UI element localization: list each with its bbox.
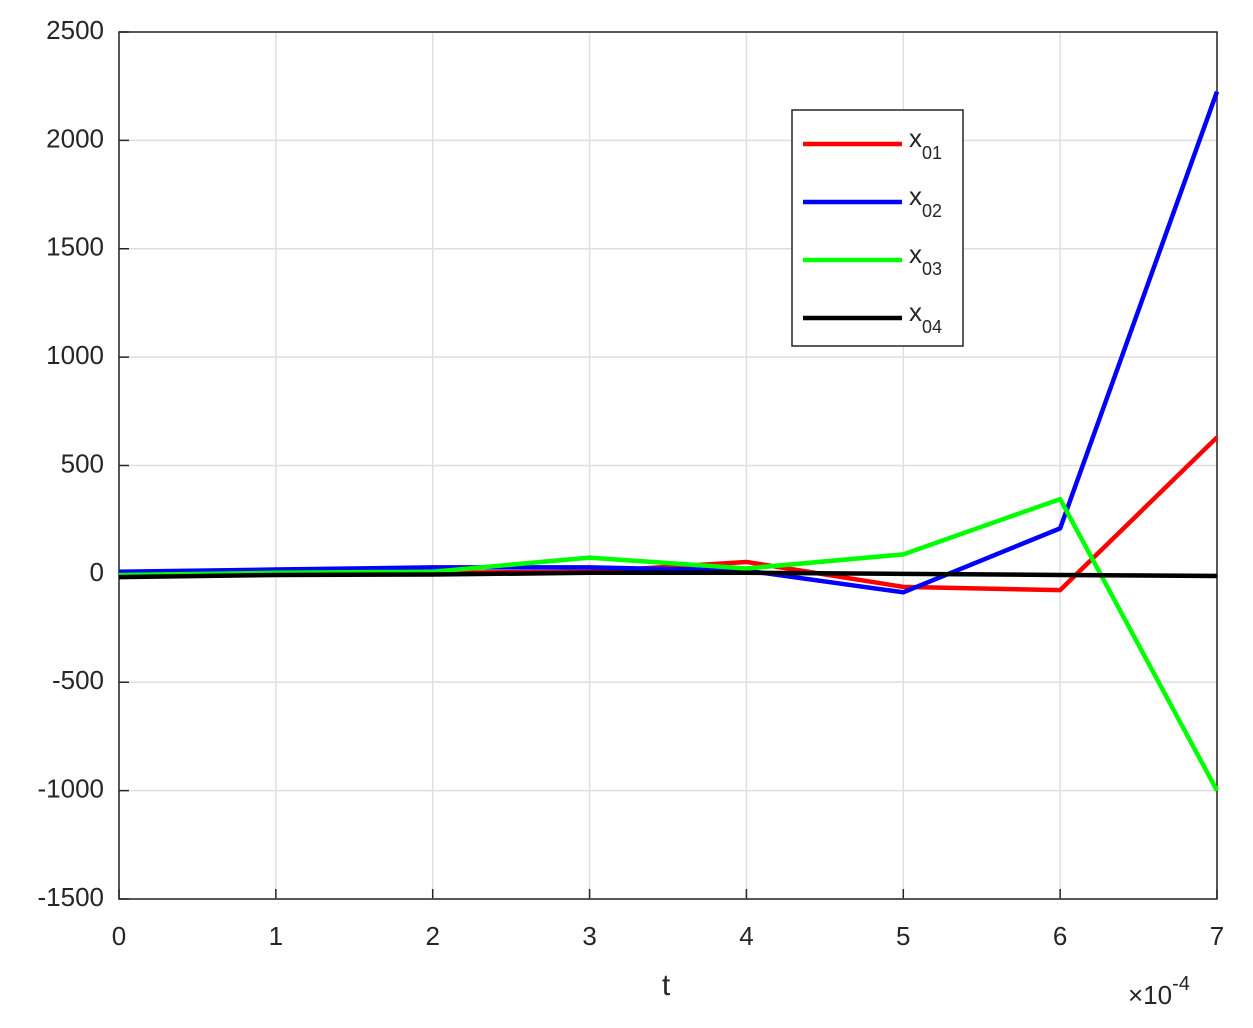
legend-subscript: 04 [922, 317, 942, 337]
x-tick-label: 0 [112, 921, 126, 951]
legend-subscript: 03 [922, 259, 942, 279]
legend-label: x02 [909, 181, 942, 221]
x-tick-label: 2 [425, 921, 439, 951]
legend-label: x01 [909, 123, 942, 163]
legend-name: x [909, 297, 922, 327]
multiplier-exponent: -4 [1172, 973, 1190, 995]
x-tick-label: 6 [1053, 921, 1067, 951]
multiplier-base: ×10 [1128, 980, 1172, 1010]
x-tick-label: 3 [582, 921, 596, 951]
y-tick-label: 2000 [46, 123, 104, 153]
y-tick-label: 1500 [46, 232, 104, 262]
legend-name: x [909, 239, 922, 269]
legend-name: x [909, 181, 922, 211]
x-tick-label: 7 [1210, 921, 1224, 951]
plot-frame [118, 31, 1218, 900]
y-tick-label: 0 [90, 557, 104, 587]
legend-label: x04 [909, 297, 942, 337]
x-tick-label: 4 [739, 921, 753, 951]
x-axis-label: t [662, 969, 671, 1002]
x-multiplier: ×10-4 [1128, 973, 1190, 1010]
legend-subscript: 02 [922, 201, 942, 221]
legend-name: x [909, 123, 922, 153]
data-line [118, 496, 1219, 792]
x-tick-label: 5 [896, 921, 910, 951]
legend-label: x03 [909, 239, 942, 279]
legend-box [791, 109, 964, 347]
legend-subscript: 01 [922, 143, 942, 163]
y-tick-label: -500 [52, 665, 104, 695]
y-tick-label: 1000 [46, 340, 104, 370]
x-tick-label: 1 [269, 921, 283, 951]
y-tick-label: 2500 [46, 15, 104, 45]
data-line [118, 90, 1220, 595]
y-tick-label: 500 [61, 448, 104, 478]
y-tick-label: -1500 [38, 882, 105, 912]
data-line [118, 570, 1218, 580]
y-tick-label: -1000 [38, 774, 105, 804]
